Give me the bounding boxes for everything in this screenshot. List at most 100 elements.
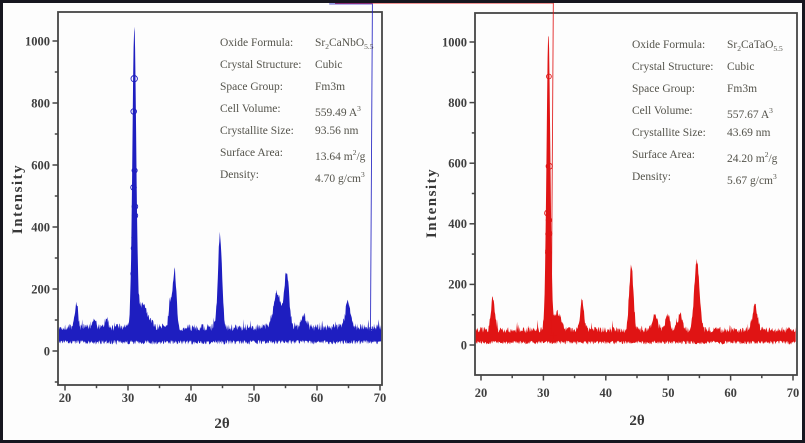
y-tick-label: 800	[448, 96, 467, 110]
annotation-value: 13.64 m2/g	[315, 148, 366, 163]
annotation-row: Space Group: Fm3m	[632, 78, 802, 100]
x-tick-label: 50	[248, 391, 261, 405]
y-tick-label: 400	[448, 217, 467, 231]
annotation-label: Density:	[632, 171, 671, 183]
annotation-row: Surface Area: 13.64 m2/g	[220, 142, 396, 164]
x-axis-title: 2θ	[629, 413, 645, 429]
annotation-label: Crystal Structure:	[632, 61, 714, 73]
annotation-value: Fm3m	[727, 83, 758, 95]
annotation-label: Cell Volume:	[220, 103, 281, 115]
series-marker-circle	[130, 184, 137, 191]
series-marker-circle	[131, 203, 139, 210]
series-marker-circle	[545, 257, 552, 264]
superscript: 2	[764, 150, 769, 159]
annotation-row: Crystal Structure: Cubic	[632, 56, 802, 78]
annotation-row: Crystal Structure: Cubic	[220, 54, 396, 76]
annotation-label: Crystallite Size:	[632, 127, 706, 139]
annotation-value: Cubic	[727, 61, 755, 73]
series-marker-circle	[545, 230, 553, 237]
series-marker-circle	[545, 230, 552, 238]
annotation-row: Cell Volume: 557.67 A3	[632, 100, 802, 122]
x-tick-label: 40	[185, 391, 198, 405]
annotation-label: Crystal Structure:	[220, 59, 302, 71]
y-tick-label: 0	[461, 338, 467, 352]
annotation-value: Sr2CaTaO5.5	[727, 39, 783, 53]
annotation-block-left: Oxide Formula: Sr2CaNbO5.5 Crystal Structu…	[220, 32, 396, 186]
y-tick-label: 0	[44, 344, 50, 358]
x-tick-label: 30	[122, 391, 135, 405]
x-axis-title: 2θ	[214, 416, 230, 432]
annotation-value: 93.56 nm	[315, 125, 359, 137]
subscript: 2	[737, 44, 741, 53]
series-marker-circle	[545, 249, 552, 257]
annotation-label: Cell Volume:	[632, 105, 693, 117]
y-tick-label: 800	[31, 96, 50, 110]
annotation-label: Surface Area:	[632, 149, 695, 161]
series-marker-circle	[544, 209, 552, 217]
y-tick-label: 600	[448, 157, 467, 171]
annotation-label: Space Group:	[220, 81, 283, 93]
annotation-value: 4.70 g/cm3	[315, 170, 365, 185]
y-tick-label: 200	[31, 282, 50, 296]
superscript: 3	[357, 104, 361, 113]
x-tick-label: 60	[311, 391, 324, 405]
y-tick-label: 600	[31, 158, 50, 172]
superscript: 3	[773, 172, 777, 181]
annotation-value: 5.67 g/cm3	[727, 172, 777, 187]
annotation-label: Surface Area:	[220, 147, 283, 159]
x-tick-label: 50	[662, 386, 675, 400]
annotation-label: Oxide Formula:	[220, 37, 294, 49]
series-marker-circle	[545, 248, 551, 254]
annotation-row: Surface Area: 24.20 m2/g	[632, 144, 802, 166]
x-tick-label: 20	[59, 391, 72, 405]
subscript: 5.5	[773, 44, 783, 53]
annotation-label: Crystallite Size:	[220, 125, 294, 137]
annotation-row: Cell Volume: 559.49 A3	[220, 98, 396, 120]
series-marker-circle	[130, 75, 138, 83]
annotation-row: Density: 5.67 g/cm3	[632, 166, 802, 188]
annotation-value: 559.49 A3	[315, 104, 361, 119]
series-marker-circle	[130, 245, 138, 252]
y-tick-label: 200	[448, 278, 467, 292]
superscript: 3	[769, 106, 773, 115]
x-tick-label: 70	[374, 391, 387, 405]
annotation-row: Crystallite Size: 93.56 nm	[220, 120, 396, 142]
y-axis-title: Intensity	[10, 164, 26, 234]
series-marker-circle	[130, 270, 138, 278]
superscript: 2	[352, 148, 357, 157]
annotation-label: Space Group:	[632, 83, 695, 95]
x-tick-label: 40	[600, 386, 613, 400]
annotation-block-right: Oxide Formula: Sr2CaTaO5.5 Crystal Structu…	[632, 34, 802, 188]
x-tick-label: 20	[475, 386, 488, 400]
annotation-row: Density: 4.70 g/cm3	[220, 164, 396, 186]
annotation-value: Cubic	[315, 59, 343, 71]
annotation-label: Oxide Formula:	[632, 39, 706, 51]
y-axis-title: Intensity	[424, 168, 440, 238]
y-tick-label: 1000	[442, 35, 467, 49]
y-tick-label: 400	[31, 220, 50, 234]
x-tick-label: 60	[724, 386, 737, 400]
series-marker-circle	[131, 167, 138, 174]
annotation-row: Oxide Formula: Sr2CaNbO5.5	[220, 32, 396, 54]
annotation-value: 557.67 A3	[727, 106, 773, 121]
annotation-value: Sr2CaNbO5.5	[315, 37, 374, 51]
annotation-label: Density:	[220, 169, 259, 181]
annotation-row: Crystallite Size: 43.69 nm	[632, 122, 802, 144]
series-marker-circle	[131, 212, 139, 219]
subscript: 5.5	[364, 42, 374, 51]
annotation-value: 24.20 m2/g	[727, 150, 778, 165]
x-tick-label: 70	[787, 386, 800, 400]
superscript: 3	[361, 170, 365, 179]
series-marker-circle	[545, 217, 552, 224]
annotation-row: Space Group: Fm3m	[220, 76, 396, 98]
subscript: 2	[325, 42, 329, 51]
series-marker-circle	[131, 234, 137, 241]
x-tick-label: 30	[537, 386, 550, 400]
annotation-value: Fm3m	[315, 81, 346, 93]
annotation-value: 43.69 nm	[727, 127, 771, 139]
series-marker-circle	[130, 108, 137, 115]
series-marker-circle	[545, 162, 553, 170]
series-marker-circle	[546, 73, 552, 80]
annotation-row: Oxide Formula: Sr2CaTaO5.5	[632, 34, 802, 56]
